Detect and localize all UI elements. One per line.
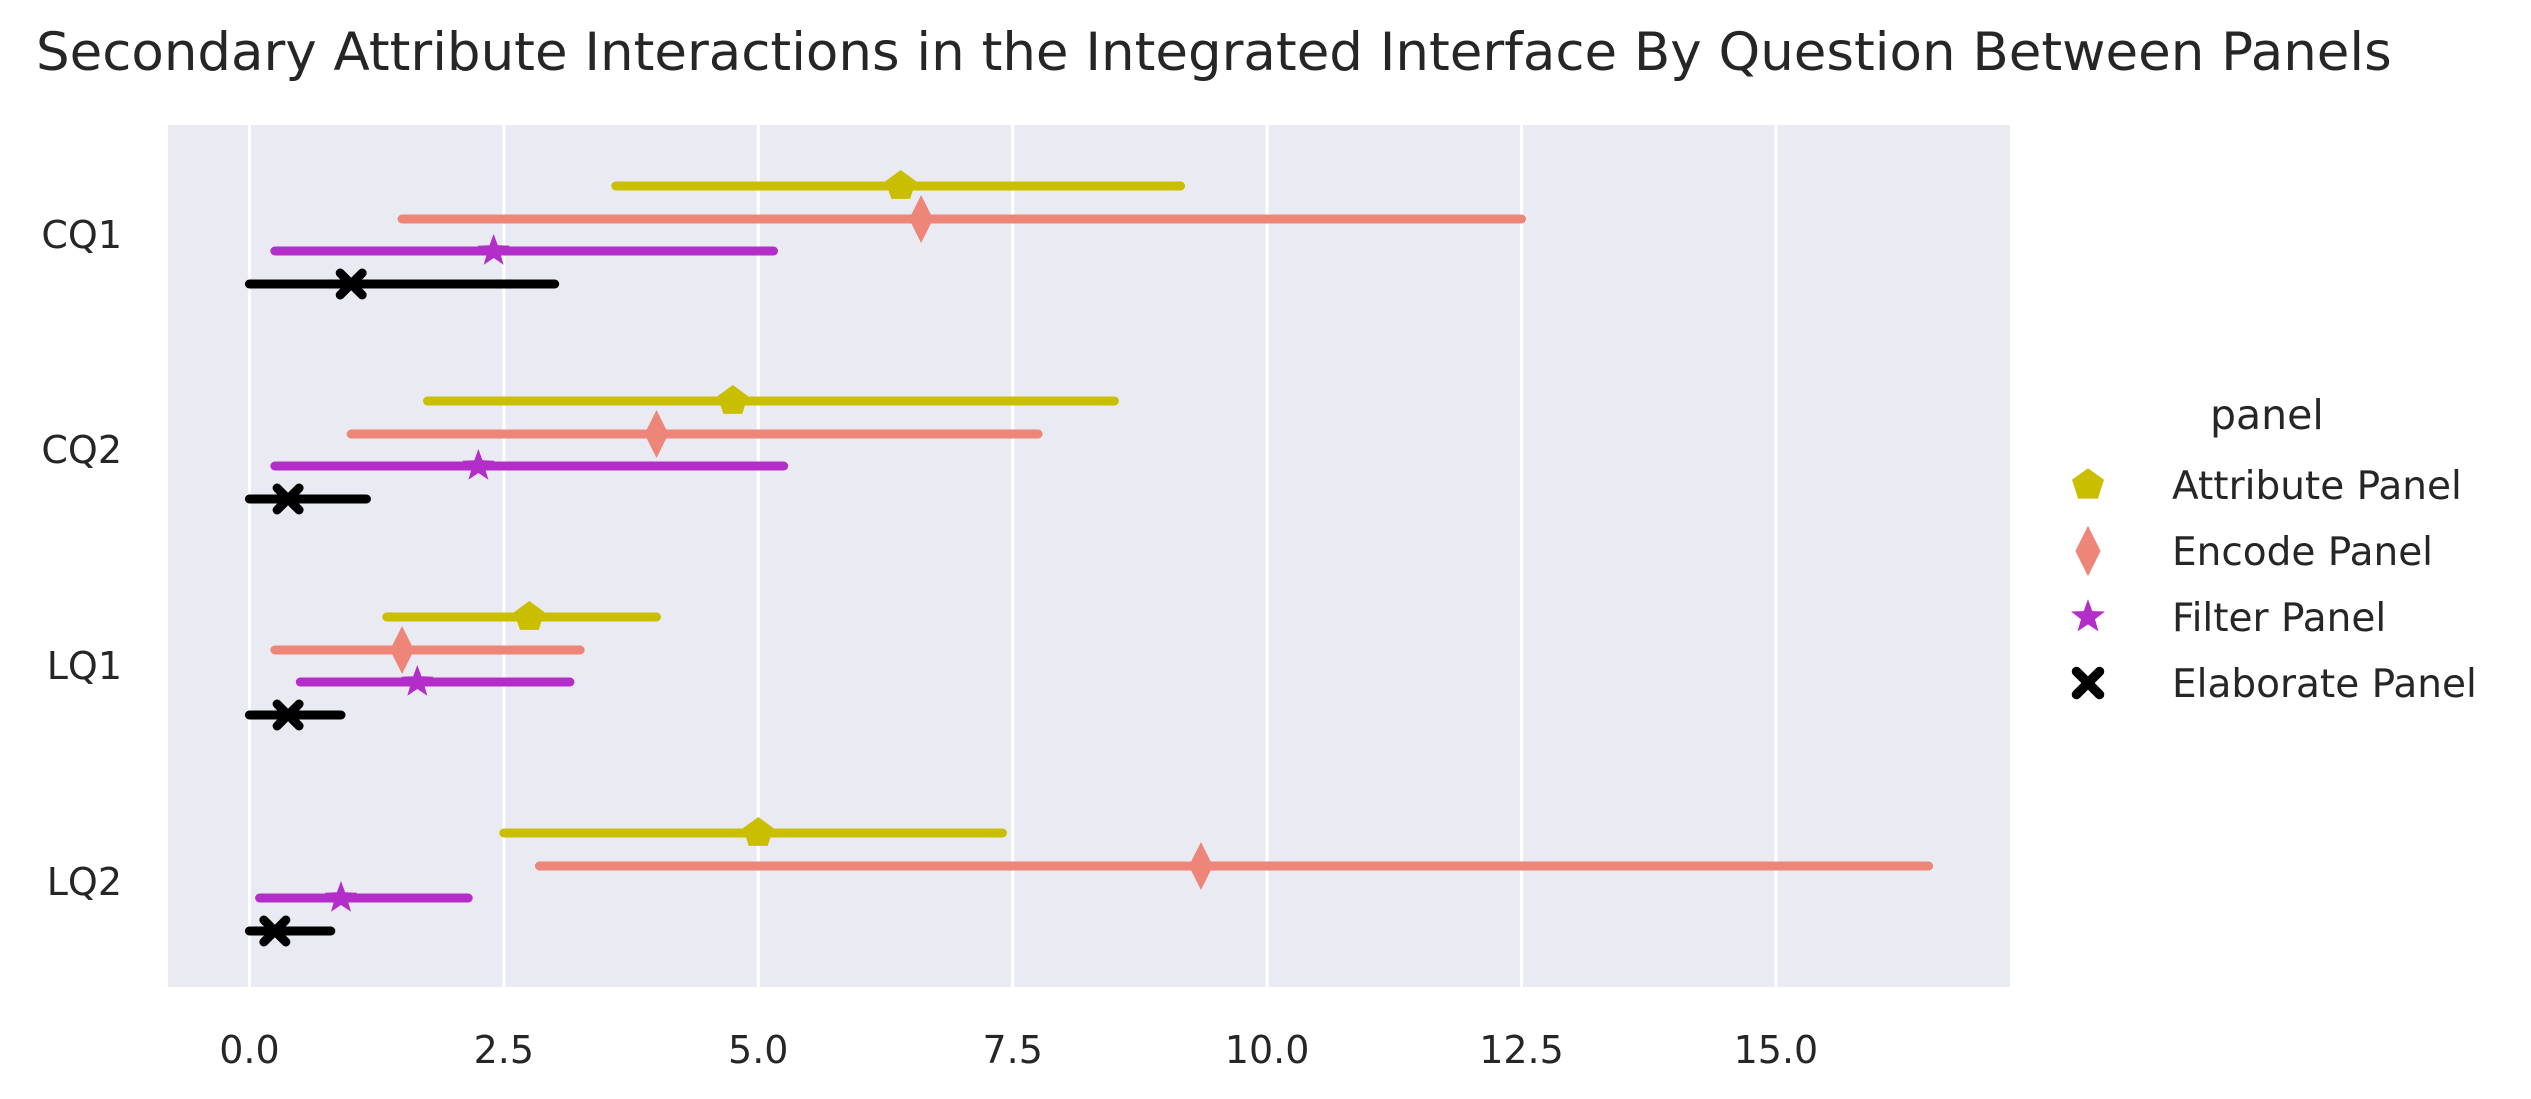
series-filter-panel [255, 234, 789, 912]
point-marker [272, 483, 304, 515]
y-tick-label: LQ2 [47, 860, 122, 904]
legend-label: Filter Panel [2172, 596, 2386, 641]
x-tick-label: 5.0 [728, 1028, 788, 1072]
point-marker [477, 234, 510, 265]
legend-label: Elaborate Panel [2172, 662, 2477, 707]
point-marker [514, 601, 545, 630]
point-marker [2072, 468, 2104, 499]
marker-stroke [2071, 666, 2105, 700]
series-elaborate-panel [244, 268, 560, 947]
point-marker [644, 410, 669, 458]
series-attribute-panel [382, 170, 1186, 846]
point-marker [743, 817, 774, 846]
marker-stroke [272, 699, 304, 731]
x-tick-label: 7.5 [982, 1028, 1042, 1072]
point-marker [2071, 666, 2105, 700]
legend-item: Encode Panel [2075, 525, 2433, 577]
point-marker [1188, 842, 1213, 890]
legend-item: Elaborate Panel [2071, 662, 2477, 707]
x-tick-label: 0.0 [219, 1028, 279, 1072]
x-tick-label: 12.5 [1479, 1028, 1564, 1072]
marker-stroke [272, 483, 304, 515]
point-marker [2075, 525, 2101, 577]
marker-stroke [335, 268, 367, 300]
point-marker [717, 385, 748, 414]
legend-label: Attribute Panel [2172, 464, 2462, 509]
point-marker [390, 626, 415, 674]
series-encode-panel [270, 195, 1934, 890]
point-marker [885, 170, 916, 199]
x-tick-label: 15.0 [1734, 1028, 1819, 1072]
x-tick-label: 2.5 [474, 1028, 534, 1072]
point-marker [401, 665, 434, 696]
point-marker [909, 195, 934, 243]
series-layer [244, 170, 1934, 947]
x-tick-label: 10.0 [1225, 1028, 1310, 1072]
plot-background [168, 125, 2010, 987]
chart-title: Secondary Attribute Interactions in the … [36, 22, 2392, 83]
point-marker [335, 268, 367, 300]
y-axis-ticks: CQ1 CQ2 LQ1 LQ2 [41, 213, 122, 904]
legend-label: Encode Panel [2172, 530, 2433, 575]
y-tick-label: LQ1 [47, 644, 122, 688]
y-tick-label: CQ2 [41, 428, 122, 472]
y-tick-label: CQ1 [41, 213, 122, 257]
legend-item: Attribute Panel [2072, 464, 2462, 509]
point-marker [324, 881, 358, 912]
legend-title: panel [2210, 391, 2324, 439]
marker-stroke [259, 915, 291, 947]
legend: panel Attribute Panel Encode Panel Filter P… [2071, 391, 2477, 707]
x-axis-ticks: 0.0 2.5 5.0 7.5 10.0 12.5 15.0 [219, 1028, 1818, 1072]
point-marker [2071, 599, 2105, 632]
point-marker [462, 449, 495, 480]
legend-item: Filter Panel [2071, 596, 2386, 641]
point-marker [259, 915, 291, 947]
point-marker [272, 699, 304, 731]
